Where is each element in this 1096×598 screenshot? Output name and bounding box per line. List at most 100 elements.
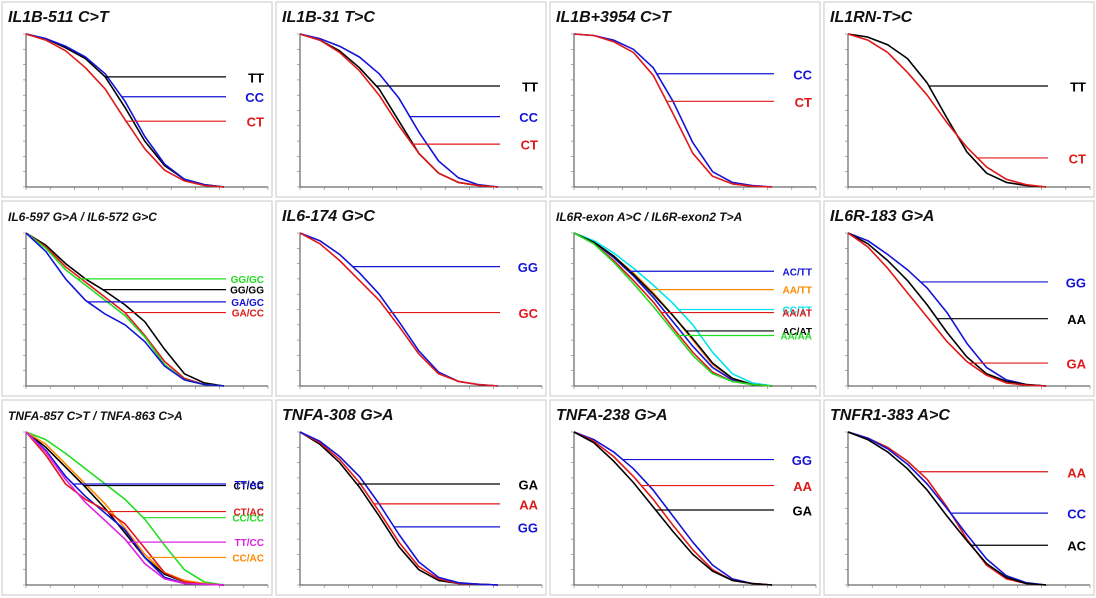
chart-panel: TNFA-857 C>T / TNFA-863 C>A CT/CC CC/CC CC/… [1, 399, 273, 596]
series-line [573, 232, 773, 387]
series-line [299, 33, 499, 188]
chart-title: IL1B-31 T>C [282, 9, 375, 26]
series-line [573, 33, 773, 188]
series-label: TT/AC [235, 480, 264, 491]
series-label: CT [247, 115, 264, 130]
chart-title: IL6R-183 G>A [830, 208, 934, 225]
series-line [847, 431, 1047, 586]
panel-frame [549, 1, 821, 198]
series-line [847, 431, 1047, 586]
chart-panel: IL6R-183 G>A GG AA GA [823, 200, 1095, 397]
chart-title: IL6-597 G>A / IL6-572 G>C [8, 210, 157, 224]
series-label: TT [248, 70, 264, 85]
series-label: CC [519, 110, 538, 125]
series-line [847, 33, 1047, 188]
series-label: AC [1067, 539, 1086, 554]
series-line [25, 33, 225, 188]
series-label: CC [793, 67, 812, 82]
series-label: GA [1067, 357, 1087, 372]
series-label: GG [518, 520, 538, 535]
panel-frame [275, 1, 547, 198]
panel-frame [823, 399, 1095, 596]
series-label: GA [519, 478, 539, 493]
panel-frame [1, 200, 273, 397]
series-label: AA [1067, 465, 1086, 480]
series-label: CC/AC [232, 553, 264, 564]
series-label: TT/CC [235, 538, 264, 549]
series-label: AA/AA [780, 332, 812, 343]
series-line [847, 232, 1047, 387]
chart-title: IL6R-exon A>C / IL6R-exon2 T>A [556, 210, 742, 224]
panel-frame [1, 399, 273, 596]
series-line [573, 232, 773, 387]
series-line [299, 33, 499, 188]
panel-frame [549, 200, 821, 397]
chart-panel: IL6-174 G>C GG GC [275, 200, 547, 397]
chart-panel: IL6-597 G>A / IL6-572 G>C GG/GG GA/CC GG/GC… [1, 200, 273, 397]
series-label: GA [793, 504, 813, 519]
series-line [299, 232, 499, 387]
series-line [25, 33, 225, 188]
series-label: AA/AT [782, 309, 812, 320]
series-label: AA [1067, 312, 1086, 327]
chart-title: IL1B+3954 C>T [556, 9, 672, 26]
chart-title: TNFA-238 G>A [556, 407, 668, 424]
series-line [299, 431, 499, 586]
panel-frame [549, 399, 821, 596]
series-label: GA/CC [232, 309, 264, 320]
series-line [847, 33, 1047, 188]
chart-panel: IL1B-31 T>C TT CC CT [275, 1, 547, 198]
series-label: CC/CC [232, 514, 264, 525]
series-line [573, 232, 773, 387]
series-label: CT/CC [233, 482, 264, 493]
panel-frame [275, 399, 547, 596]
chart-title: IL1RN-T>C [830, 9, 913, 26]
series-label: CC [1067, 507, 1086, 522]
series-label: GC [519, 306, 539, 321]
series-label: CT [795, 95, 812, 110]
series-label: GG/GG [230, 286, 264, 297]
series-label: GG [792, 453, 812, 468]
series-label: GG [518, 260, 538, 275]
series-label: CC [245, 90, 264, 105]
series-line [573, 431, 773, 586]
chart-title: TNFA-308 G>A [282, 407, 394, 424]
series-label: AC/AT [782, 327, 812, 338]
chart-panel: TNFR1-383 A>C AA CC AC [823, 399, 1095, 596]
panel-frame [823, 200, 1095, 397]
series-line [25, 431, 225, 586]
chart-panel: TNFA-308 G>A GA AA GG [275, 399, 547, 596]
series-label: CT [521, 138, 538, 153]
series-line [25, 431, 225, 586]
chart-panel: IL1B-511 C>T TT CC CT [1, 1, 273, 198]
series-label: CT/AC [233, 508, 264, 519]
series-label: TT [522, 80, 538, 95]
chart-panel: TNFA-238 G>A GG AA GA [549, 399, 821, 596]
chart-panel: IL1RN-T>C TT CT [823, 1, 1095, 198]
panel-frame [823, 1, 1095, 198]
series-label: AA [793, 479, 812, 494]
series-line [847, 431, 1047, 586]
series-label: GG/GC [231, 275, 264, 286]
chart-panel: IL6R-exon A>C / IL6R-exon2 T>A AC/TT AA/TT… [549, 200, 821, 397]
series-label: AA/TT [783, 286, 812, 297]
series-line [25, 232, 225, 387]
series-line [847, 232, 1047, 387]
chart-title: IL6-174 G>C [282, 208, 375, 225]
series-label: TT [1070, 80, 1086, 95]
panel-frame [275, 200, 547, 397]
series-line [25, 232, 225, 387]
series-label: CC/TT [783, 306, 812, 317]
series-label: AC/TT [783, 267, 812, 278]
series-line [573, 431, 773, 586]
series-label: GA/GC [231, 298, 264, 309]
chart-title: TNFA-857 C>T / TNFA-863 C>A [8, 409, 183, 423]
series-line [25, 431, 225, 586]
series-label: GG [1066, 275, 1086, 290]
panel-frame [1, 1, 273, 198]
chart-title: TNFR1-383 A>C [830, 407, 950, 424]
series-line [25, 431, 225, 586]
series-label: CT [1069, 151, 1086, 166]
series-line [573, 232, 773, 387]
